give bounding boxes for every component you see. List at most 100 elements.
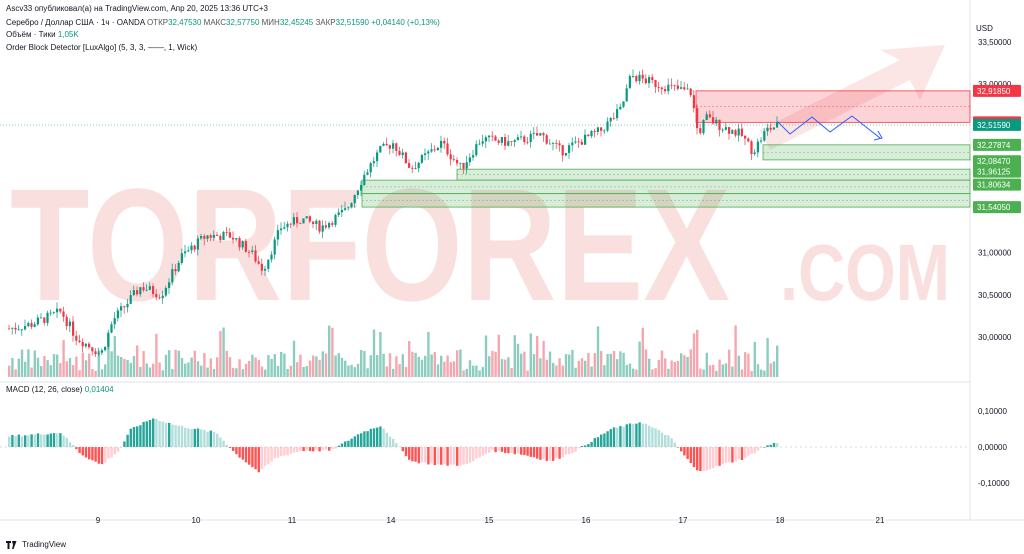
volume-bar (212, 368, 216, 377)
candle-body (171, 269, 174, 283)
candle-body (104, 346, 107, 351)
candle-body (536, 133, 539, 136)
volume-bar (219, 331, 222, 377)
macd-histogram-bar (24, 435, 27, 447)
macd-histogram-bar (155, 418, 158, 447)
candle-body (200, 236, 203, 239)
candle-body (545, 135, 548, 144)
macd-histogram-bar (667, 435, 670, 447)
volume-bar (468, 360, 472, 377)
volume-bar (478, 370, 481, 377)
price-badge-label: 31,54050 (977, 203, 1011, 212)
candle-body (33, 324, 36, 327)
macd-histogram-bar (532, 447, 536, 458)
macd-histogram-bar (273, 447, 276, 459)
volume-bar (446, 355, 449, 377)
volume-bar (424, 355, 427, 377)
volume-bar (49, 365, 52, 377)
volume-bar (507, 357, 510, 377)
candle-body (724, 127, 727, 130)
volume-bar (276, 365, 280, 377)
volume-bar (187, 362, 190, 377)
macd-histogram-bar (315, 447, 318, 450)
volume-legend[interactable]: Объём · Тики 1,05K (6, 29, 79, 40)
volume-bar (72, 365, 75, 377)
volume-bar (427, 331, 430, 377)
volume-bar (11, 358, 14, 377)
macd-histogram-bar (520, 447, 523, 455)
candle-body (657, 87, 660, 88)
macd-histogram-bar (385, 432, 388, 447)
macd-histogram-bar (52, 433, 56, 447)
candle-body (280, 228, 283, 231)
candle-body (497, 140, 500, 143)
ohlc-low-label: МИН (261, 18, 280, 27)
macd-histogram-bar (392, 438, 395, 447)
macd-histogram-bar (328, 447, 331, 451)
volume-bar (110, 351, 113, 377)
volume-value: 1,05K (57, 30, 79, 39)
macd-axis[interactable]: 0,10000 0,00000 -0,10000 (978, 407, 1010, 488)
candle-body (11, 327, 14, 329)
volume-bar (235, 368, 238, 377)
macd-histogram-bar (88, 447, 91, 460)
volume-bar (769, 363, 772, 377)
volume-bar (609, 353, 612, 377)
macd-histogram-bar (609, 429, 612, 447)
price-axis[interactable]: 33,50000 33,00000 31,00000 30,50000 30,00000… (973, 38, 1021, 342)
volume-bar (676, 360, 680, 377)
volume-bar (462, 370, 465, 377)
time-axis[interactable]: 9 10 11 14 15 16 17 18 21 (96, 516, 885, 525)
watermark-main: TORFOREX (10, 155, 730, 334)
macd-histogram-bar (350, 438, 353, 447)
candle-body (168, 282, 171, 288)
macd-histogram-bar (324, 447, 328, 450)
macd-histogram-bar (43, 434, 46, 447)
volume-bar (273, 354, 276, 377)
volume-bar (168, 350, 171, 377)
volume-bar (248, 360, 251, 377)
currency-label[interactable]: USD (976, 24, 993, 33)
macd-histogram-bar (363, 431, 366, 447)
candle-body (510, 141, 513, 142)
volume-bar (190, 357, 193, 377)
volume-bar (475, 365, 478, 377)
tradingview-footer[interactable]: TradingView (6, 540, 66, 549)
volume-bar (548, 351, 552, 377)
volume-bar (536, 335, 539, 377)
footer-brand: TradingView (22, 540, 67, 549)
candle-body (52, 312, 55, 314)
macd-histogram-bar (638, 422, 641, 447)
candle-body (635, 76, 638, 82)
macd-histogram-bar (600, 434, 603, 447)
ohlc-high-label: МАКС (203, 18, 227, 27)
price-badge-label: 32,91850 (977, 87, 1011, 96)
macd-legend[interactable]: MACD (12, 26, close) 0,01404 (6, 384, 114, 395)
macd-histogram-bar (763, 446, 766, 448)
macd-histogram-bar (219, 437, 222, 447)
macd-histogram-bar (513, 447, 516, 455)
macd-histogram-bar (472, 447, 475, 461)
volume-bar (94, 370, 97, 377)
macd-histogram-bar (145, 421, 148, 447)
volume-bar (756, 364, 760, 377)
volume-bar (603, 365, 606, 377)
candle-body (417, 162, 420, 169)
macd-histogram-bar (203, 429, 206, 447)
volume-bar (398, 364, 401, 377)
symbol-name[interactable]: Серебро / Доллар США · 1ч · OANDA (6, 18, 145, 27)
macd-histogram-bar (78, 447, 81, 454)
candle-body (193, 245, 196, 250)
candle-body (222, 232, 225, 240)
macd-histogram-bar (302, 447, 305, 452)
candle-body (436, 147, 439, 151)
candle-body (708, 114, 711, 118)
macd-histogram-bar (427, 447, 430, 465)
macd-histogram-bar (776, 443, 779, 447)
candle-body (283, 227, 286, 229)
indicator-legend[interactable]: Order Block Detector [LuxAlgo] (5, 3, 3,… (6, 43, 198, 52)
macd-histogram-bar (769, 444, 772, 447)
macd-histogram-bar (664, 434, 667, 447)
macd-histogram-bar (27, 435, 30, 447)
